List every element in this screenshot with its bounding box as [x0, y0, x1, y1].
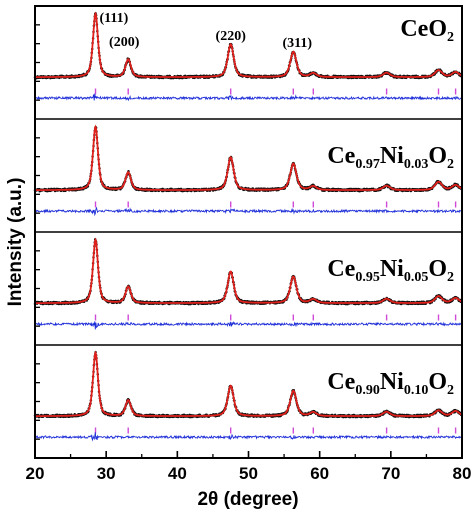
- formula-subscript: 0.03: [404, 157, 429, 172]
- panel-3: [33, 237, 463, 330]
- panel-labels-layer: CeO2Ce0.97Ni0.03O2Ce0.95Ni0.05O2Ce0.90Ni…: [327, 16, 454, 398]
- formula-element: Ce: [327, 369, 355, 395]
- x-tick-label-20: 20: [26, 464, 45, 483]
- reflection-label-3: (220): [216, 29, 247, 44]
- formula-subscript: 2: [447, 383, 454, 398]
- reflection-label-4: (311): [283, 36, 313, 51]
- x-tick-label-50: 50: [239, 464, 258, 483]
- calculated-curve: [35, 11, 463, 78]
- calculated-curve: [35, 124, 463, 191]
- x-tick-label-40: 40: [168, 464, 187, 483]
- difference-curve: [34, 432, 463, 442]
- formula-subscript: 2: [447, 157, 454, 172]
- formula-subscript: 2: [447, 270, 454, 285]
- difference-curve: [35, 206, 463, 217]
- formula-element: CeO: [400, 16, 447, 42]
- formula-element: O: [428, 143, 447, 169]
- formula-subscript: 0.97: [355, 157, 380, 172]
- panel-2: [33, 124, 463, 217]
- panel-label: Ce0.90Ni0.10O2: [327, 369, 454, 398]
- formula-subscript: 0.10: [404, 383, 429, 398]
- reflection-label-2: (200): [109, 35, 140, 50]
- reflection-label-1: (111): [100, 11, 129, 26]
- formula-element: Ni: [380, 369, 404, 395]
- formula-element: Ce: [327, 143, 355, 169]
- panel-label: Ce0.97Ni0.03O2: [327, 143, 454, 172]
- panel-label: Ce0.95Ni0.05O2: [327, 256, 454, 285]
- panel-label: CeO2: [400, 16, 454, 45]
- difference-curve: [34, 321, 463, 330]
- formula-element: Ni: [380, 143, 404, 169]
- formula-subscript: 0.90: [355, 383, 380, 398]
- formula-subscript: 0.05: [404, 270, 429, 285]
- panel-1: [33, 11, 463, 102]
- formula-element: O: [428, 369, 447, 395]
- calculated-curve: [35, 350, 463, 417]
- calculated-curve: [35, 237, 463, 304]
- formula-subscript: 0.95: [355, 270, 380, 285]
- x-tick-label-70: 70: [381, 464, 400, 483]
- x-tick-label-60: 60: [310, 464, 329, 483]
- formula-element: Ni: [380, 256, 404, 282]
- formula-subscript: 2: [447, 30, 454, 45]
- x-tick-label-30: 30: [97, 464, 116, 483]
- reflection-labels-layer: (111) (200) (220) (311): [100, 11, 313, 51]
- x-tick-label-80: 80: [453, 464, 472, 483]
- x-axis-ticks: 20 30 40 50 60 70 80: [26, 451, 472, 483]
- panel-4: [33, 350, 463, 442]
- formula-element: O: [428, 256, 447, 282]
- formula-element: Ce: [327, 256, 355, 282]
- x-axis-title: 2θ (degree): [197, 489, 298, 510]
- y-axis-title: Intensity (a.u.): [5, 178, 26, 307]
- difference-curve: [34, 93, 463, 102]
- panels-layer: [33, 11, 463, 442]
